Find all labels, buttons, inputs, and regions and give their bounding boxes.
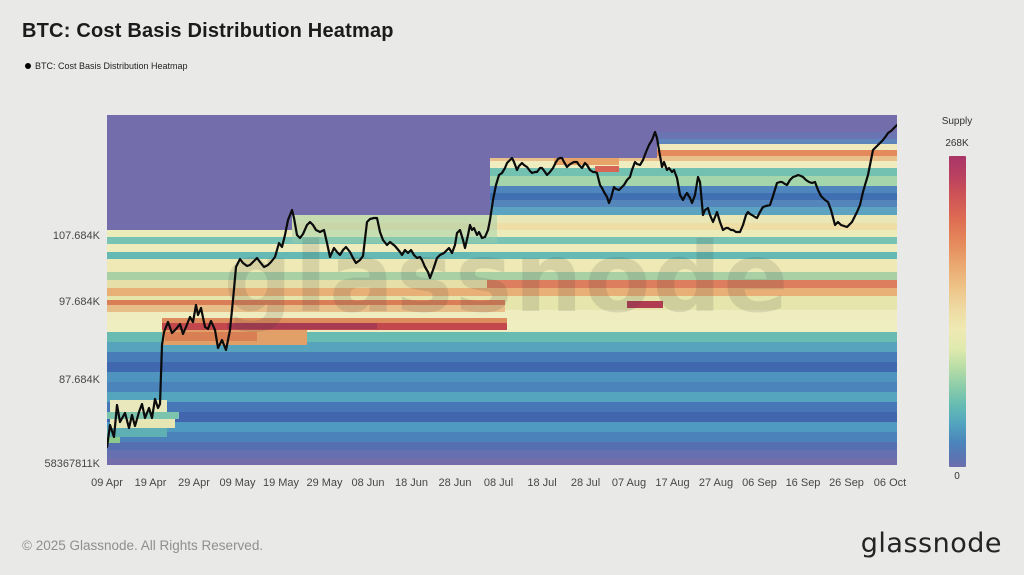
y-tick-label: 87.684K bbox=[59, 374, 100, 386]
colorbar-title: Supply bbox=[941, 116, 973, 127]
bullet-dot-icon bbox=[25, 63, 31, 69]
x-tick-label: 26 Sep bbox=[829, 477, 864, 489]
x-tick-label: 09 May bbox=[219, 477, 256, 489]
x-tick-label: 19 Apr bbox=[134, 477, 167, 489]
watermark: glassnode bbox=[224, 222, 791, 334]
colorbar-gradient bbox=[949, 156, 966, 467]
x-tick-label: 19 May bbox=[262, 477, 300, 489]
heatmap-chart[interactable]: glassnode bbox=[107, 115, 897, 465]
x-tick-label: 08 Jul bbox=[483, 477, 514, 489]
x-tick-label: 28 Jul bbox=[570, 477, 601, 489]
x-tick-label: 18 Jun bbox=[394, 477, 429, 489]
x-tick-label: 07 Aug bbox=[611, 477, 647, 489]
legend-label: BTC: Cost Basis Distribution Heatmap bbox=[35, 61, 188, 71]
x-tick-label: 29 Apr bbox=[178, 477, 210, 489]
x-tick-label: 28 Jun bbox=[438, 477, 472, 489]
x-tick-label: 17 Aug bbox=[655, 477, 690, 489]
colorbar-min-label: 0 bbox=[954, 471, 960, 482]
x-tick-label: 06 Oct bbox=[873, 477, 907, 489]
page-title: BTC: Cost Basis Distribution Heatmap bbox=[22, 20, 394, 42]
x-tick-label: 08 Jun bbox=[351, 477, 385, 489]
x-tick-label: 09 Apr bbox=[91, 477, 123, 489]
legend-item[interactable]: BTC: Cost Basis Distribution Heatmap bbox=[25, 61, 188, 71]
y-tick-label: 107.684K bbox=[52, 230, 100, 242]
x-tick-label: 29 May bbox=[306, 477, 343, 489]
brand-logo[interactable]: glassnode bbox=[860, 528, 1002, 559]
heatmap-canvas[interactable]: glassnode bbox=[107, 115, 897, 465]
colorbar-max-label: 268K bbox=[945, 138, 969, 149]
price-line bbox=[107, 123, 897, 449]
x-tick-label: 16 Sep bbox=[785, 477, 821, 489]
x-tick-label: 18 Jul bbox=[527, 477, 557, 489]
y-tick-label: 97.684K bbox=[59, 296, 100, 308]
y-tick-label: 58367811K bbox=[44, 458, 100, 470]
x-tick-label: 27 Aug bbox=[698, 477, 734, 489]
x-tick-label: 06 Sep bbox=[742, 477, 777, 489]
footer-copyright: © 2025 Glassnode. All Rights Reserved. bbox=[22, 538, 264, 553]
